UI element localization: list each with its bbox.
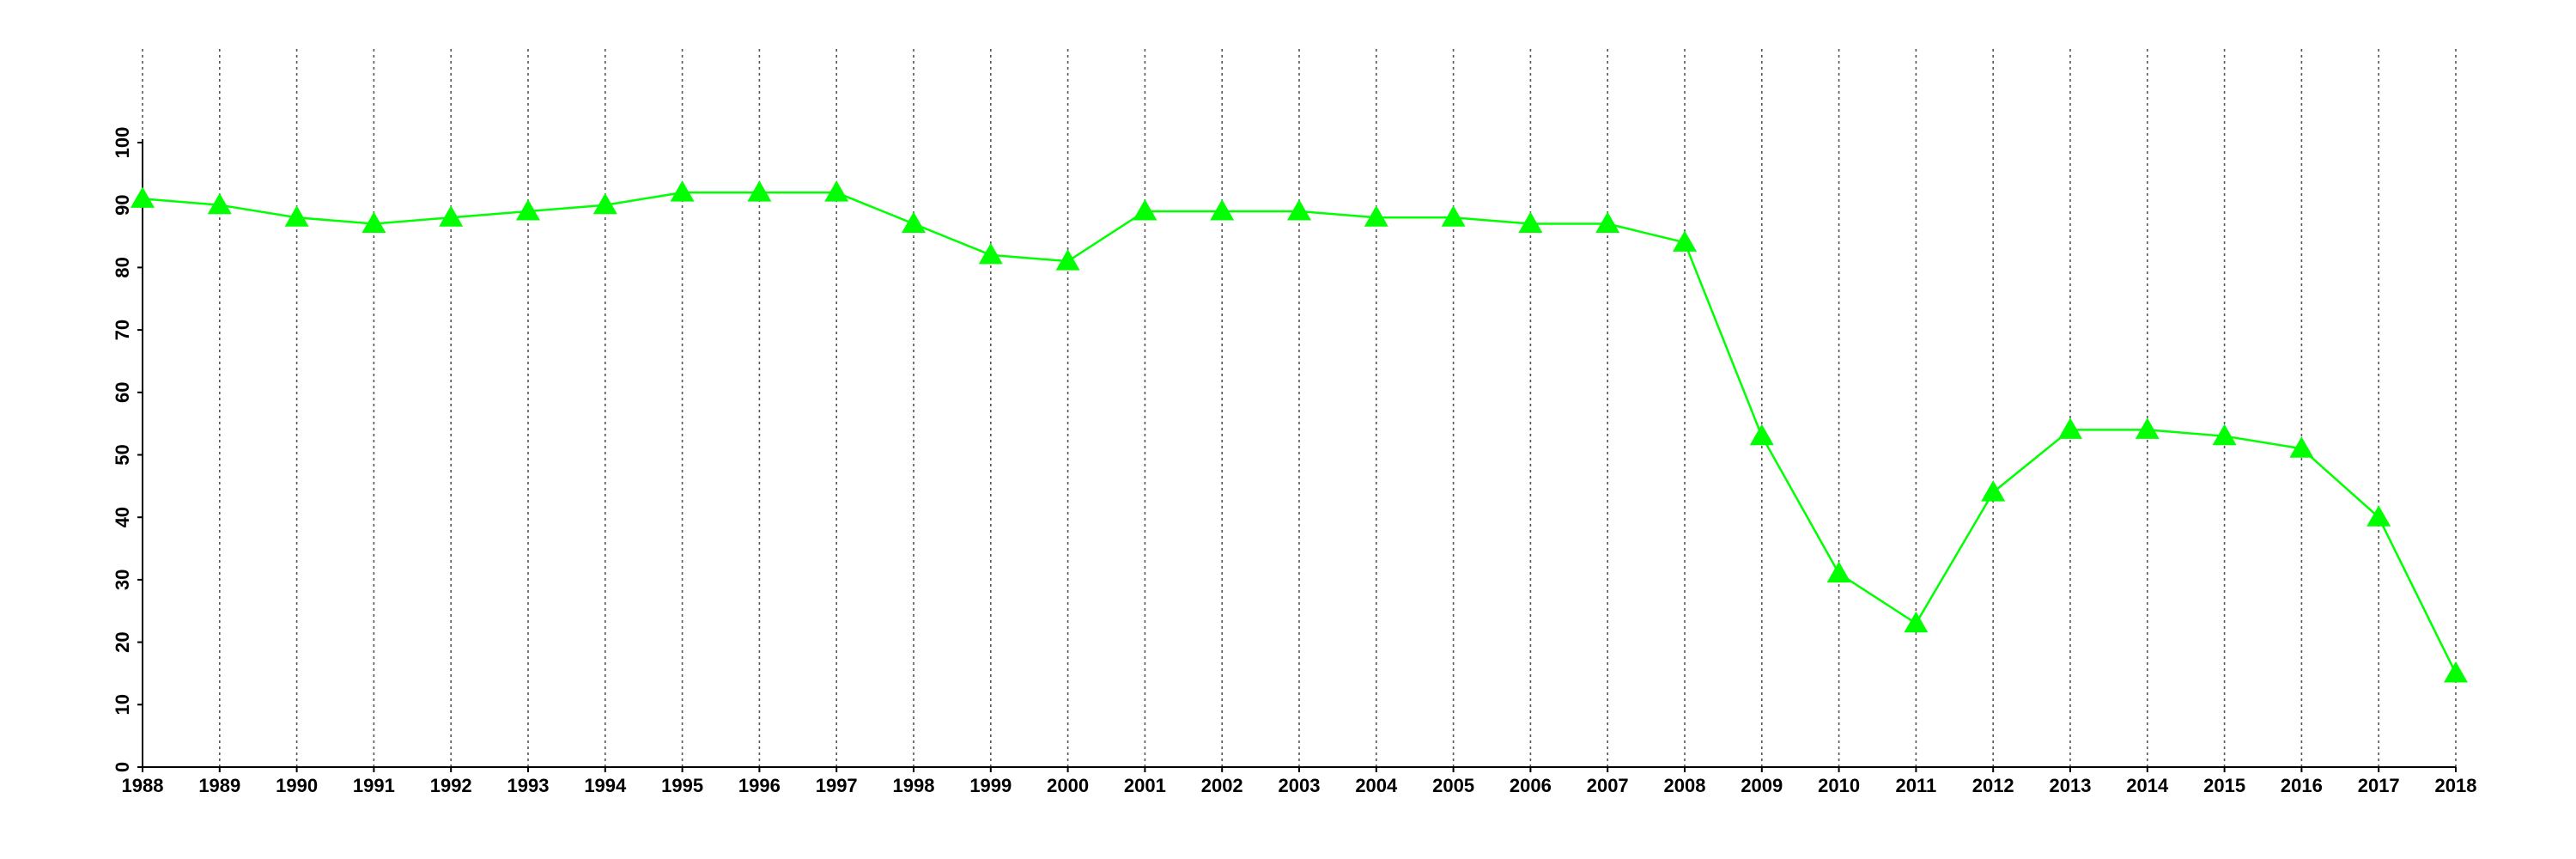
x-tick-label: 2015	[2203, 775, 2245, 796]
y-tick-label: 20	[112, 631, 133, 652]
marker	[747, 180, 772, 202]
x-tick-label: 2005	[1432, 775, 1474, 796]
marker	[824, 180, 849, 202]
marker	[439, 205, 464, 227]
data-line	[142, 191, 2458, 674]
x-tick-label: 1988	[122, 775, 164, 796]
marker	[1055, 249, 1080, 271]
x-tick-label: 2016	[2281, 775, 2323, 796]
x-tick-label: 1998	[893, 775, 935, 796]
marker	[592, 192, 617, 215]
marker	[978, 242, 1003, 265]
x-tick-label: 2007	[1587, 775, 1629, 796]
x-tick-label: 1991	[353, 775, 395, 796]
x-tick-label: 1994	[584, 775, 627, 796]
x-tick-label: 2018	[2435, 775, 2477, 796]
y-tick-label: 0	[112, 762, 133, 772]
x-tick-label: 1995	[661, 775, 703, 796]
marker	[2058, 417, 2082, 439]
marker	[1364, 205, 1388, 227]
x-tick-label: 2004	[1355, 775, 1398, 796]
y-tick-label: 100	[112, 127, 133, 159]
y-tick-label: 50	[112, 444, 133, 465]
marker	[902, 211, 926, 234]
x-tick-label: 2000	[1047, 775, 1089, 796]
y-tick-label: 90	[112, 194, 133, 215]
y-tick-label: 40	[112, 507, 133, 527]
marker	[516, 198, 540, 221]
x-tick-label: 2014	[2126, 775, 2169, 796]
marker	[1518, 211, 1543, 234]
y-tick-label: 10	[112, 694, 133, 715]
marker	[1673, 230, 1697, 252]
marker	[131, 186, 155, 208]
x-tick-label: 1992	[430, 775, 472, 796]
x-tick-label: 1996	[738, 775, 781, 796]
marker	[1904, 611, 1929, 633]
x-tick-label: 1999	[969, 775, 1012, 796]
marker	[2135, 417, 2160, 439]
y-tick-label: 30	[112, 570, 133, 590]
x-tick-label: 1989	[198, 775, 240, 796]
x-tick-label: 1997	[816, 775, 858, 796]
marker	[1595, 211, 1620, 234]
y-tick-label: 70	[112, 320, 133, 340]
marker	[1210, 198, 1235, 221]
x-tick-label: 1993	[507, 775, 550, 796]
x-tick-label: 2013	[2050, 775, 2092, 796]
marker	[1287, 198, 1311, 221]
marker	[284, 205, 309, 227]
x-tick-label: 2008	[1664, 775, 1706, 796]
x-tick-label: 2012	[1972, 775, 2014, 796]
x-tick-label: 2011	[1896, 775, 1937, 796]
x-tick-label: 1990	[276, 775, 318, 796]
x-tick-label: 2017	[2358, 775, 2400, 796]
x-tick-label: 2002	[1201, 775, 1243, 796]
y-tick-label: 60	[112, 382, 133, 403]
marker	[1133, 198, 1157, 221]
x-tick-label: 2006	[1510, 775, 1552, 796]
marker	[1981, 480, 2006, 502]
marker	[2289, 436, 2314, 458]
marker	[670, 180, 695, 202]
marker	[361, 211, 386, 234]
x-tick-label: 2009	[1741, 775, 1783, 796]
marker	[2444, 661, 2468, 683]
x-tick-label: 2010	[1818, 775, 1860, 796]
marker	[207, 192, 232, 215]
marker	[2366, 505, 2391, 527]
x-tick-label: 2003	[1279, 775, 1321, 796]
marker	[2212, 423, 2237, 446]
marker	[1749, 423, 1774, 446]
x-tick-label: 2001	[1124, 775, 1166, 796]
marker	[1441, 205, 1466, 227]
y-tick-label: 80	[112, 257, 133, 277]
marker	[1826, 561, 1851, 583]
